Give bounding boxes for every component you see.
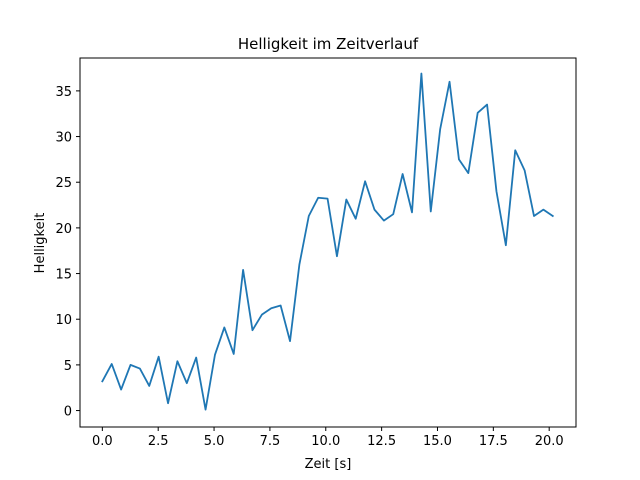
- x-tick-label: 5.0: [204, 434, 225, 449]
- y-tick-label: 10: [55, 313, 72, 328]
- series-line: [101, 72, 555, 411]
- x-tick-label: 12.5: [367, 434, 396, 449]
- plot-area: 0.0 2.5 5.0 7.5 10.0 12.5 15.0 17.5 20.0 0 5 10 15 20…: [55, 72, 564, 449]
- x-tick-label: 7.5: [260, 434, 281, 449]
- x-tick-label: 20.0: [535, 434, 564, 449]
- x-axis-label: Zeit [s]: [305, 457, 352, 472]
- plot-frame: [79, 57, 577, 428]
- x-tick-label: 17.5: [479, 434, 508, 449]
- x-tick-label: 10.0: [311, 434, 340, 449]
- y-tick-label: 25: [55, 176, 72, 191]
- y-tick-label: 0: [64, 405, 72, 420]
- x-tick-label: 15.0: [423, 434, 452, 449]
- y-axis-label: Helligkeit: [33, 213, 48, 274]
- y-tick-label: 30: [55, 131, 72, 146]
- y-tick-label: 15: [55, 268, 72, 283]
- x-tick-label: 0.0: [92, 434, 113, 449]
- y-tick-label: 35: [55, 85, 72, 100]
- chart-title: Helligkeit im Zeitverlauf: [238, 35, 419, 53]
- x-tick-label: 2.5: [148, 434, 169, 449]
- y-tick-label: 20: [55, 222, 72, 237]
- y-tick-label: 5: [64, 359, 72, 374]
